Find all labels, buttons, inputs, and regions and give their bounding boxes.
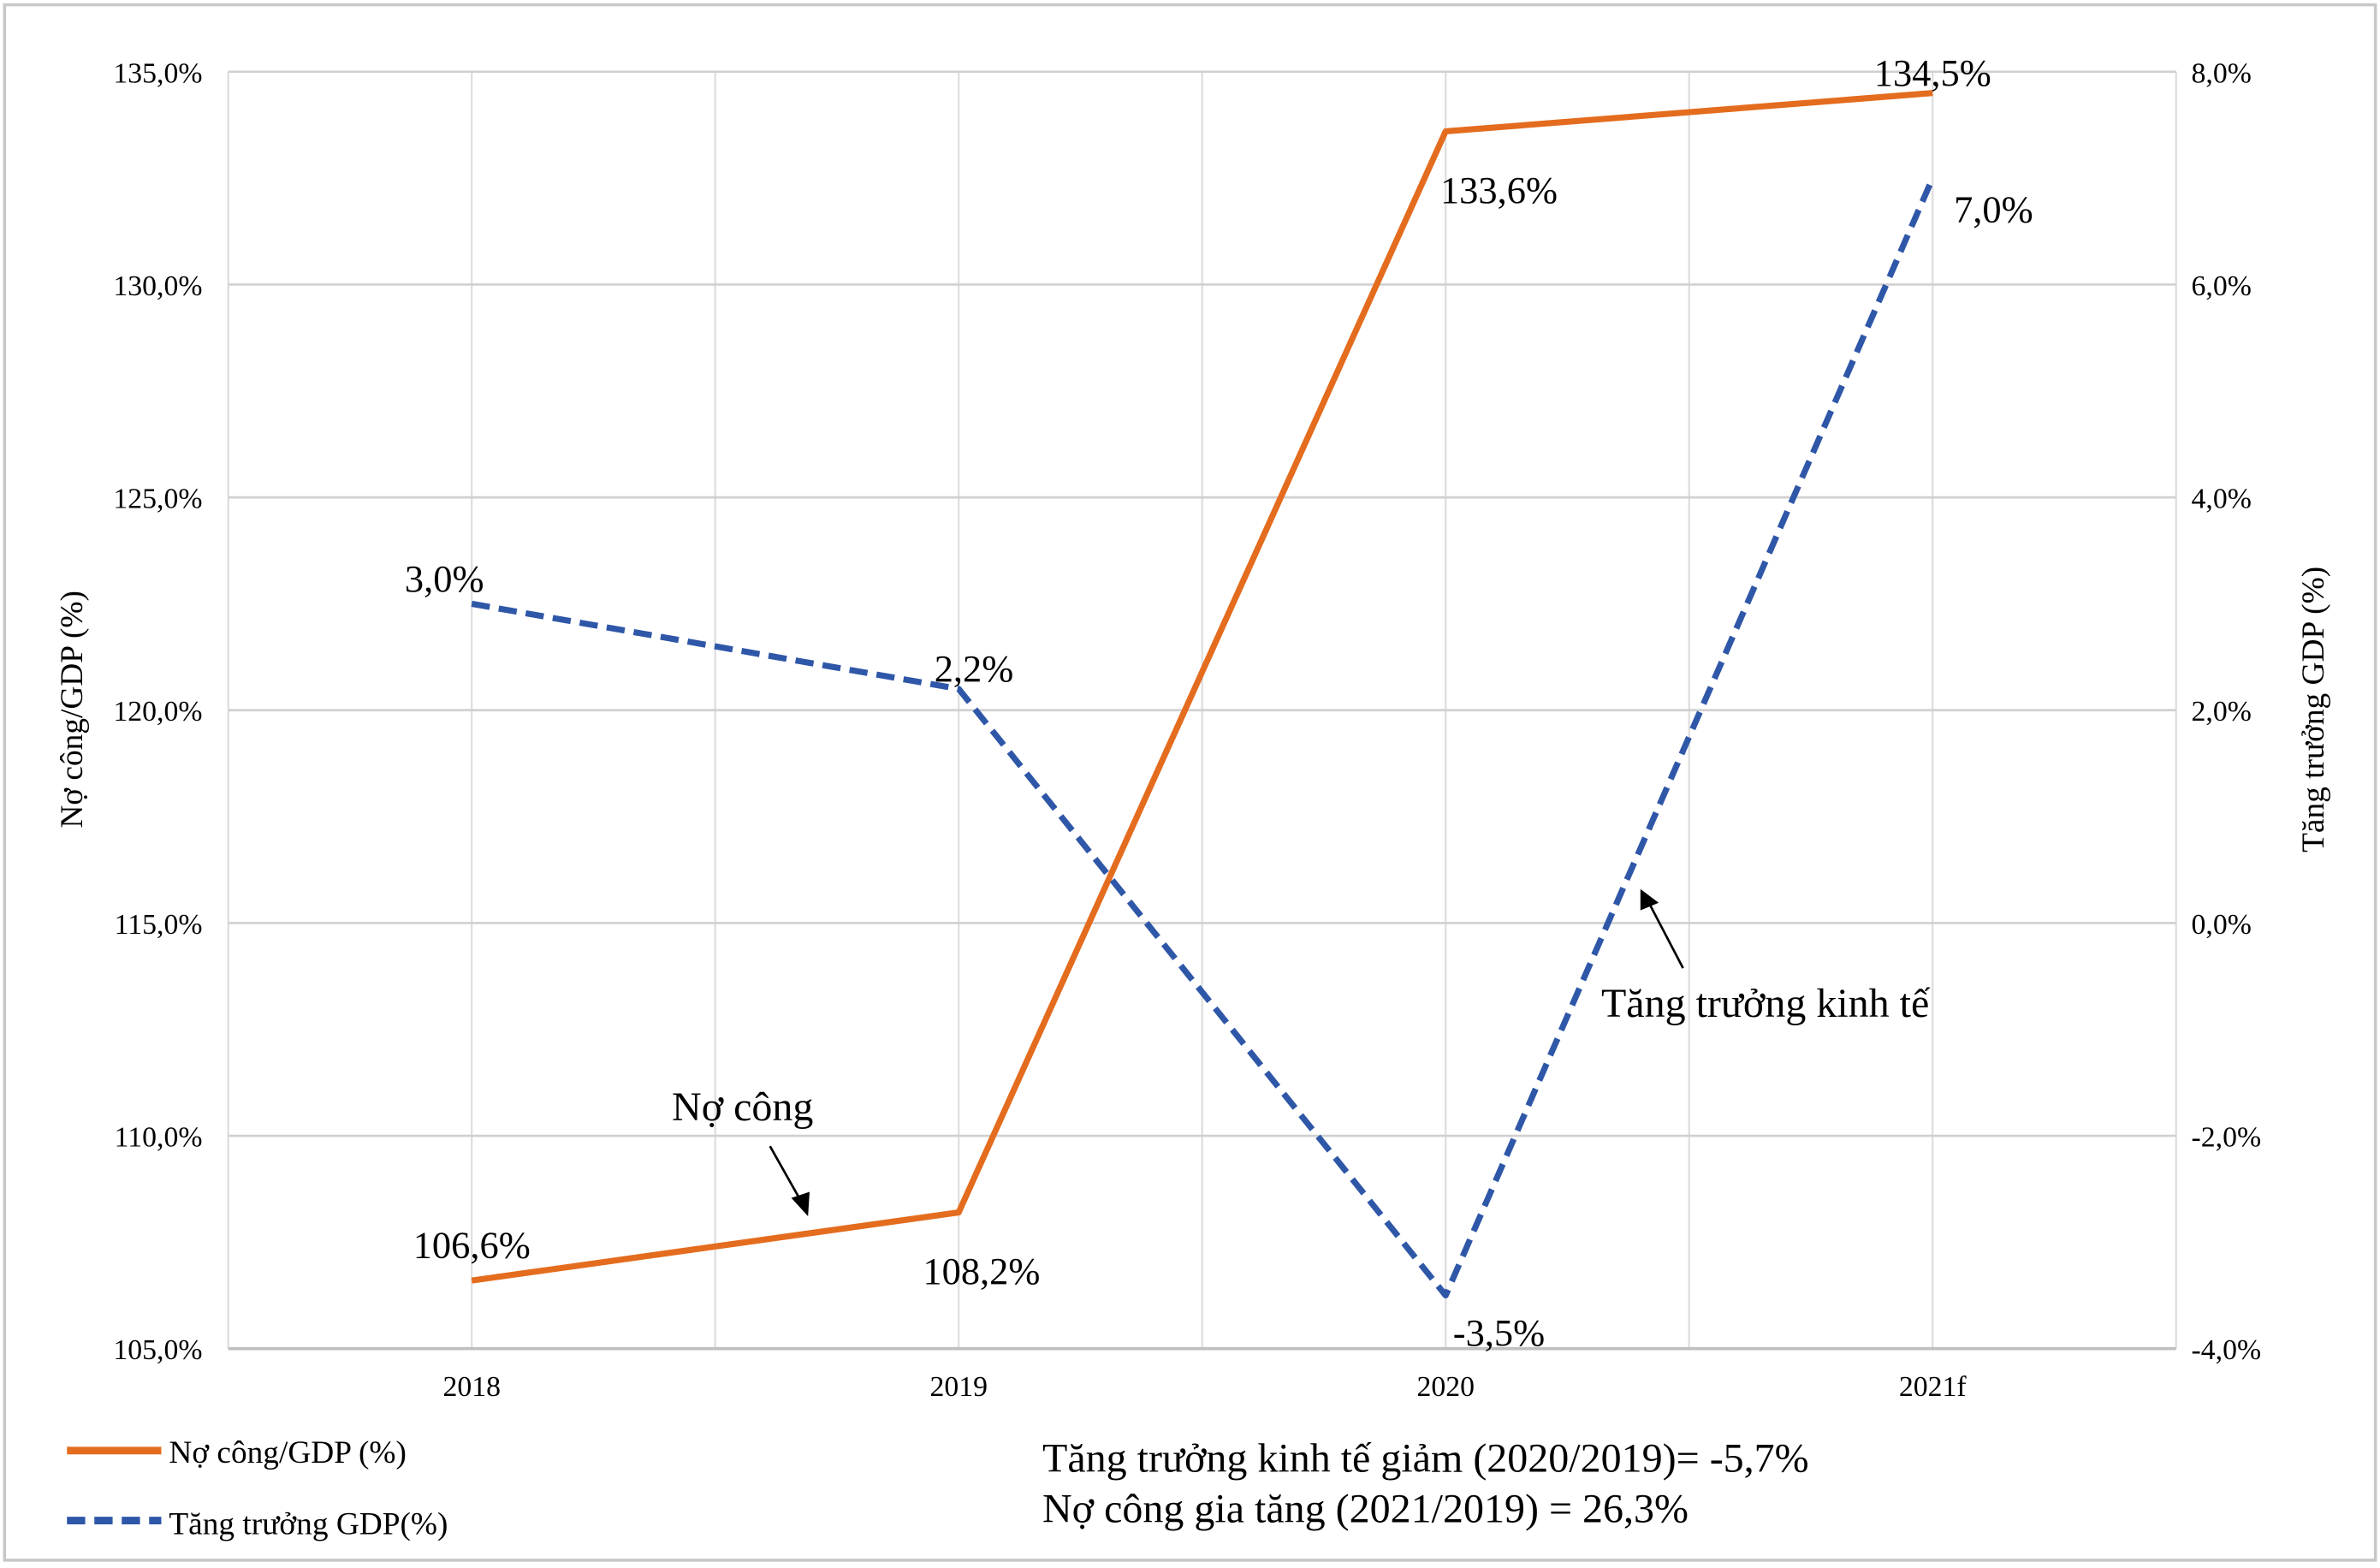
- series: [471, 90, 1936, 1299]
- data-label: 108,2%: [923, 1250, 1040, 1292]
- annotation-debt-arrow: [769, 1145, 805, 1207]
- left-tick-label: 110,0%: [115, 1121, 203, 1153]
- data-label: -3,5%: [1453, 1311, 1545, 1354]
- legend-label-growth: Tăng trưởng GDP(%): [169, 1507, 448, 1542]
- left-tick-label: 130,0%: [113, 270, 202, 302]
- arrow-head-icon: [791, 1191, 810, 1216]
- annotation-growth: Tăng trưởng kinh tế: [1601, 981, 1931, 1026]
- x-tick-label: 2019: [929, 1371, 988, 1403]
- right-tick-label: 0,0%: [2192, 909, 2252, 941]
- right-tick-label: -4,0%: [2192, 1334, 2262, 1366]
- x-tick-label: 2020: [1416, 1371, 1475, 1403]
- x-tick-label: 2021f: [1899, 1371, 1968, 1403]
- annotation-growth-arrow: [1647, 900, 1684, 969]
- left-axis-ticks: 105,0% 110,0% 115,0% 120,0% 125,0% 130,0% 135,…: [113, 57, 202, 1366]
- right-tick-label: 6,0%: [2192, 270, 2252, 302]
- right-tick-label: 4,0%: [2192, 484, 2252, 515]
- series-line-debt: [471, 90, 1933, 1284]
- data-label: 133,6%: [1440, 169, 1558, 211]
- x-axis-ticks: 2018 2019 2020 2021f: [442, 1371, 1967, 1403]
- right-tick-label: 2,0%: [2192, 696, 2252, 728]
- note-debt-increase: Nợ công gia tăng (2021/2019) = 26,3%: [1042, 1486, 1689, 1531]
- right-axis-ticks: -4,0% -2,0% 0,0% 2,0% 4,0% 6,0% 8,0%: [2192, 57, 2262, 1366]
- annotation-debt: Nợ công: [672, 1084, 813, 1130]
- data-label: 134,5%: [1874, 51, 1991, 94]
- data-label: 3,0%: [405, 557, 484, 600]
- left-tick-label: 105,0%: [113, 1334, 202, 1366]
- left-axis-title: Nợ công/GDP (%): [55, 591, 90, 829]
- gridlines: [227, 70, 2177, 1351]
- legend: Nợ công/GDP (%) Tăng trưởng GDP(%): [67, 1435, 448, 1542]
- data-label: 7,0%: [1954, 188, 2033, 231]
- data-labels: 106,6% 108,2% 133,6% 134,5% 3,0% 2,2% -3,5% 7,0…: [405, 51, 2033, 1354]
- right-tick-label: 8,0%: [2192, 57, 2252, 89]
- left-tick-label: 135,0%: [113, 57, 202, 89]
- x-tick-label: 2018: [442, 1371, 501, 1403]
- right-tick-label: -2,0%: [2192, 1121, 2262, 1153]
- legend-label-debt: Nợ công/GDP (%): [169, 1435, 407, 1470]
- series-line-growth: [471, 176, 1936, 1299]
- left-tick-label: 125,0%: [113, 484, 202, 515]
- data-label: 106,6%: [413, 1223, 531, 1266]
- chart-frame: [3, 3, 2377, 1562]
- left-tick-label: 120,0%: [113, 696, 202, 728]
- arrow-head-icon: [1640, 888, 1659, 911]
- data-label: 2,2%: [935, 647, 1014, 690]
- left-tick-label: 115,0%: [115, 909, 203, 941]
- note-growth-decline: Tăng trưởng kinh tế giảm (2020/2019)= -5…: [1042, 1436, 1809, 1482]
- right-axis-title: Tăng trưởng GDP (%): [2296, 567, 2331, 852]
